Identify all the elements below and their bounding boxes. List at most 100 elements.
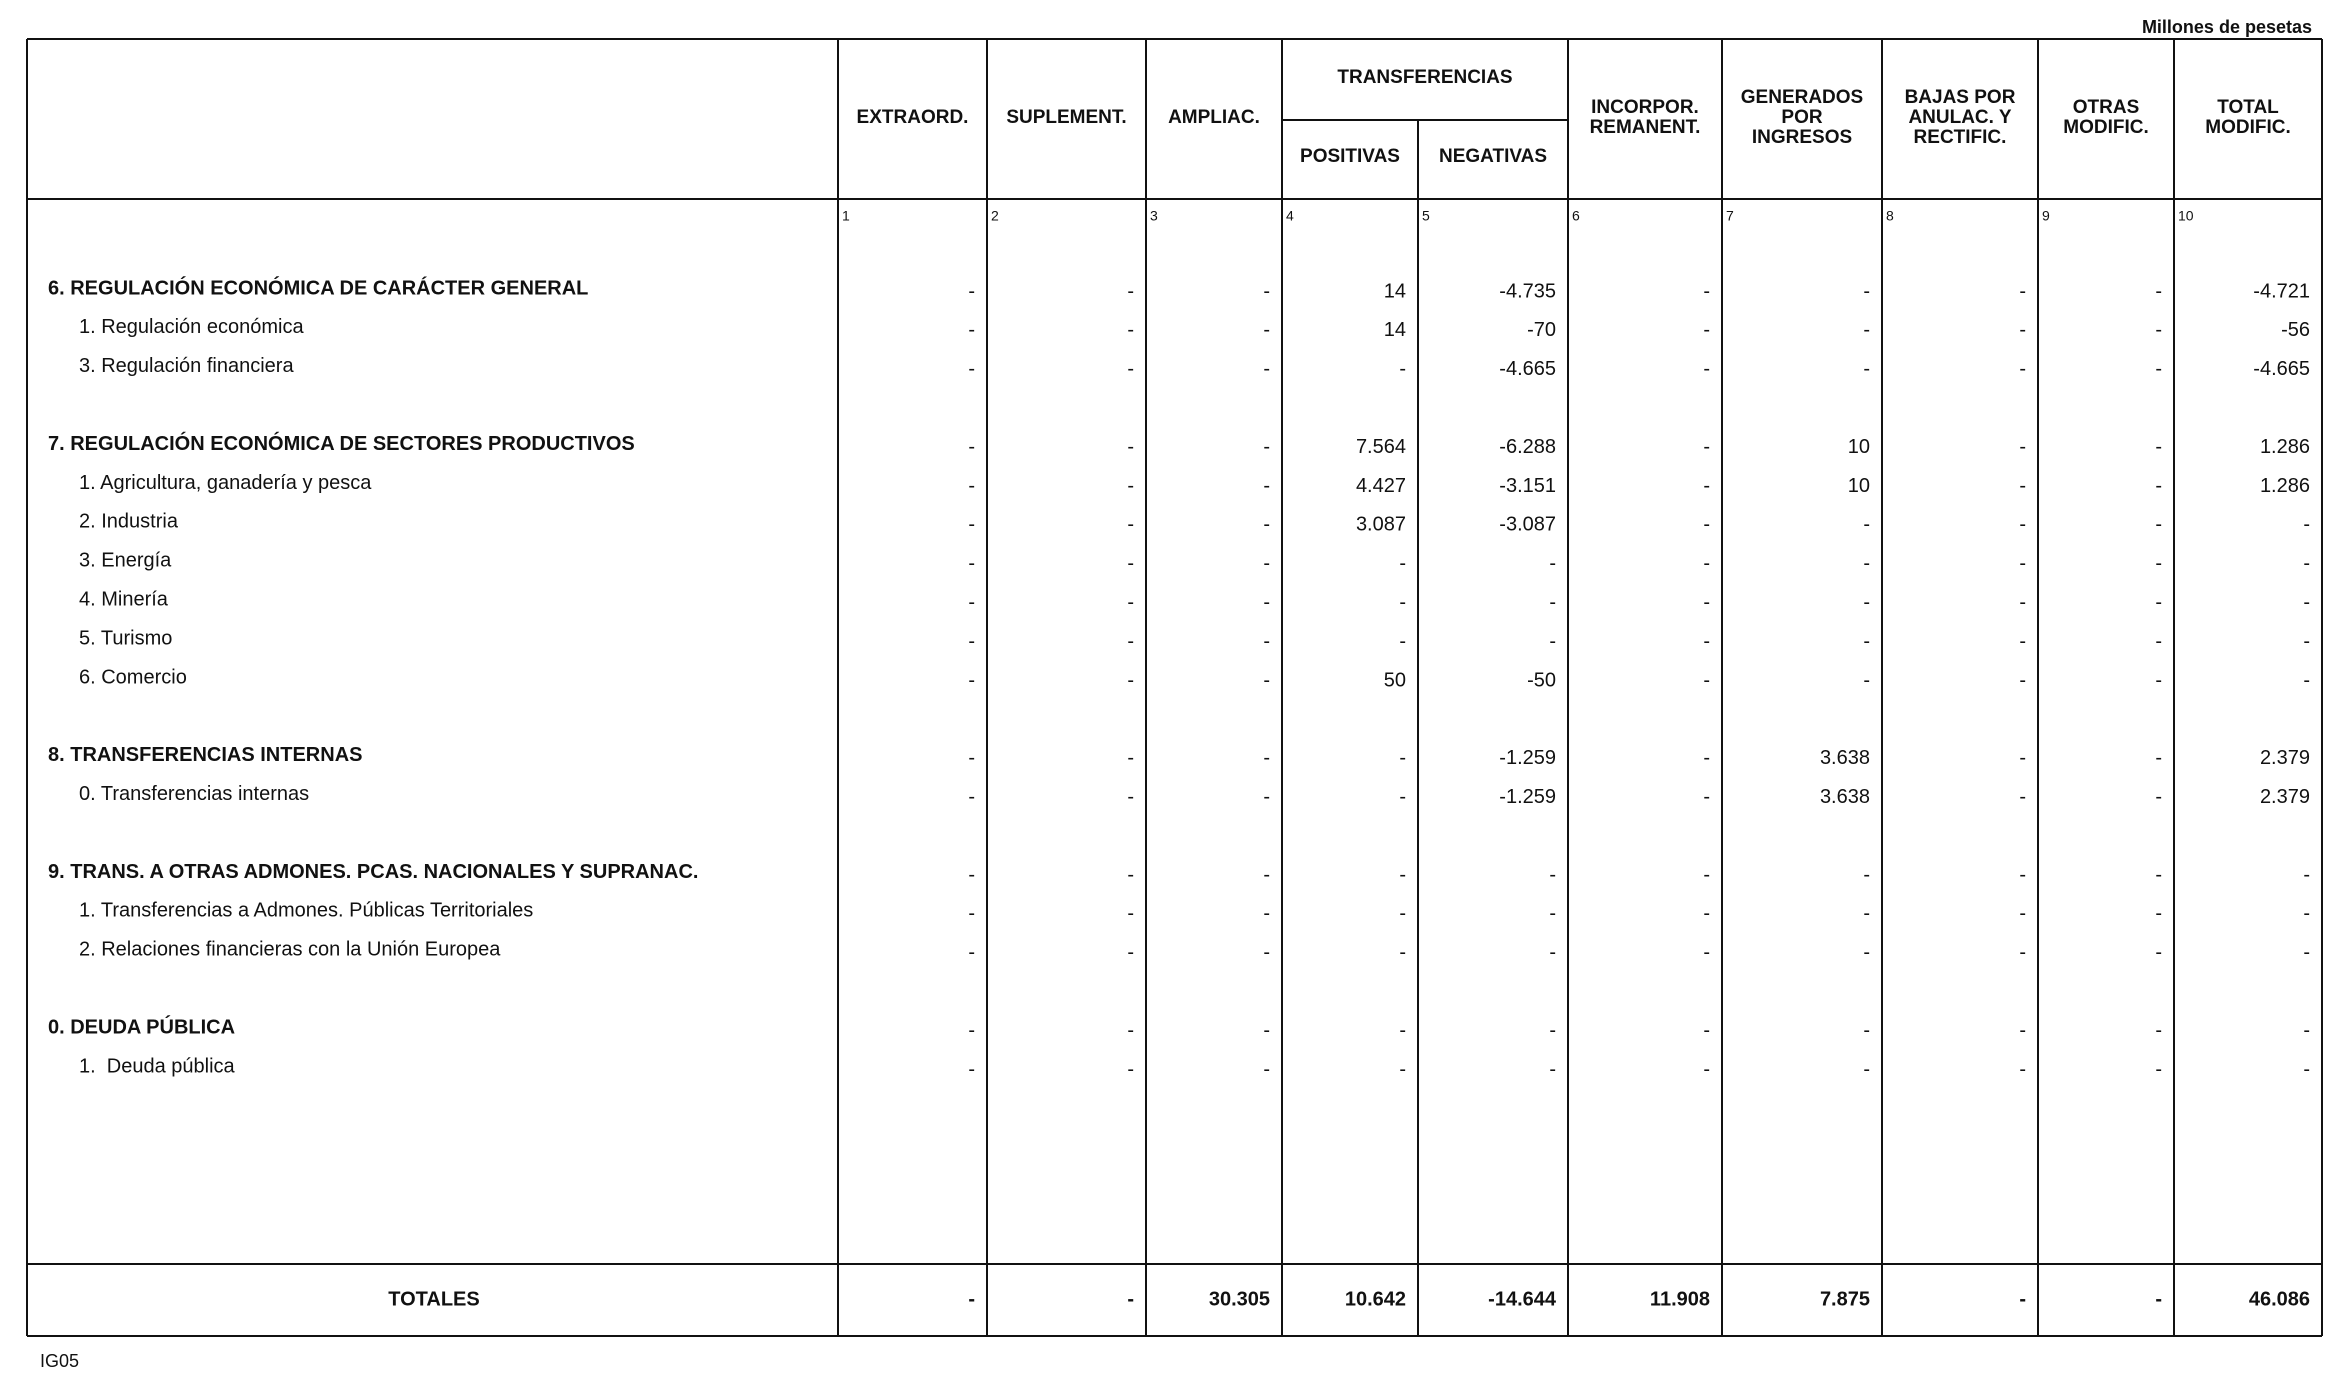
cell-value: - <box>2155 280 2162 302</box>
cell-value: - <box>2019 475 2026 497</box>
cell-value: - <box>2019 747 2026 769</box>
cell-value: - <box>1863 319 1870 341</box>
cell-value: - <box>1703 475 1710 497</box>
cell-value: - <box>1263 514 1270 536</box>
cell-value: - <box>2303 864 2310 886</box>
cell-value: - <box>2155 1019 2162 1041</box>
cell-value: - <box>1863 358 1870 380</box>
cell-value: - <box>1127 280 1134 302</box>
cell-value: - <box>1399 747 1406 769</box>
cell-value: - <box>1863 1019 1870 1041</box>
cell-value: - <box>1703 319 1710 341</box>
cell-value: 1.286 <box>2260 475 2310 497</box>
column-number: 4 <box>1286 208 1294 224</box>
cell-value: - <box>1703 358 1710 380</box>
cell-value: - <box>1127 475 1134 497</box>
cell-value: - <box>1399 358 1406 380</box>
cell-value: - <box>1263 475 1270 497</box>
cell-value: - <box>968 669 975 691</box>
cell-value: - <box>1703 553 1710 575</box>
cell-value: - <box>1127 942 1134 964</box>
cell-value: - <box>968 319 975 341</box>
cell-value: - <box>1549 903 1556 925</box>
header-group: TRANSFERENCIAS <box>1337 67 1512 88</box>
cell-value: 30.305 <box>1209 1288 1270 1310</box>
column-number: 8 <box>1886 208 1894 224</box>
row-label: 0. Transferencias internas <box>79 783 309 805</box>
cell-value: - <box>1127 553 1134 575</box>
cell-value: -4.735 <box>1499 280 1556 302</box>
cell-value: - <box>1263 630 1270 652</box>
cell-value: - <box>968 553 975 575</box>
cell-value: - <box>968 1019 975 1041</box>
cell-value: - <box>1863 280 1870 302</box>
column-header: REMANENT. <box>1590 117 1701 138</box>
cell-value: - <box>1127 864 1134 886</box>
cell-value: - <box>968 942 975 964</box>
cell-value: - <box>1703 514 1710 536</box>
column-number: 10 <box>2178 208 2194 224</box>
cell-value: - <box>2155 436 2162 458</box>
column-number: 2 <box>991 208 999 224</box>
cell-value: 2.379 <box>2260 786 2310 808</box>
cell-value: - <box>1127 669 1134 691</box>
cell-value: - <box>1703 436 1710 458</box>
column-number: 1 <box>842 208 850 224</box>
cell-value: - <box>1263 358 1270 380</box>
cell-value: -4.721 <box>2253 280 2310 302</box>
cell-value: - <box>1703 786 1710 808</box>
column-header: NEGATIVAS <box>1439 146 1547 167</box>
cell-value: -3.087 <box>1499 514 1556 536</box>
cell-value: - <box>1263 942 1270 964</box>
cell-value: -56 <box>2281 319 2310 341</box>
row-label: 3. Regulación financiera <box>79 355 294 377</box>
section-title: 6. REGULACIÓN ECONÓMICA DE CARÁCTER GENE… <box>48 275 588 299</box>
cell-value: - <box>1399 1019 1406 1041</box>
cell-value: - <box>1863 864 1870 886</box>
cell-value: - <box>2019 553 2026 575</box>
cell-value: - <box>2303 1019 2310 1041</box>
column-number: 5 <box>1422 208 1430 224</box>
column-header: RECTIFIC. <box>1914 127 2007 148</box>
cell-value: 11.908 <box>1650 1288 1710 1310</box>
cell-value: - <box>2155 358 2162 380</box>
cell-value: - <box>2155 669 2162 691</box>
cell-value: 10.642 <box>1345 1288 1406 1310</box>
column-header: INCORPOR. <box>1591 97 1699 118</box>
cell-value: 1.286 <box>2260 436 2310 458</box>
column-header: ANULAC. Y <box>1908 107 2011 128</box>
section-title: 0. DEUDA PÚBLICA <box>48 1014 235 1038</box>
cell-value: - <box>2155 319 2162 341</box>
cell-value: 7.564 <box>1356 436 1406 458</box>
cell-value: - <box>968 436 975 458</box>
cell-value: - <box>2155 903 2162 925</box>
cell-value: - <box>1703 630 1710 652</box>
cell-value: - <box>1127 591 1134 613</box>
cell-value: - <box>1263 903 1270 925</box>
cell-value: - <box>1703 591 1710 613</box>
cell-value: - <box>2303 669 2310 691</box>
cell-value: - <box>1863 591 1870 613</box>
cell-value: - <box>1263 864 1270 886</box>
cell-value: -6.288 <box>1499 436 1556 458</box>
cell-value: - <box>2303 591 2310 613</box>
column-header: MODIFIC. <box>2063 117 2149 138</box>
column-number: 3 <box>1150 208 1158 224</box>
column-number: 9 <box>2042 208 2050 224</box>
cell-value: - <box>1549 1019 1556 1041</box>
cell-value: - <box>968 747 975 769</box>
cell-value: -14.644 <box>1488 1288 1557 1310</box>
cell-value: - <box>1399 903 1406 925</box>
cell-value: - <box>1549 864 1556 886</box>
cell-value: 10 <box>1848 475 1870 497</box>
cell-value: - <box>1263 786 1270 808</box>
cell-value: - <box>1703 669 1710 691</box>
cell-value: - <box>2019 319 2026 341</box>
cell-value: 14 <box>1384 280 1406 302</box>
cell-value: -1.259 <box>1499 747 1556 769</box>
cell-value: - <box>968 1288 975 1310</box>
cell-value: - <box>1549 630 1556 652</box>
cell-value: - <box>1863 942 1870 964</box>
cell-value: - <box>1263 1019 1270 1041</box>
